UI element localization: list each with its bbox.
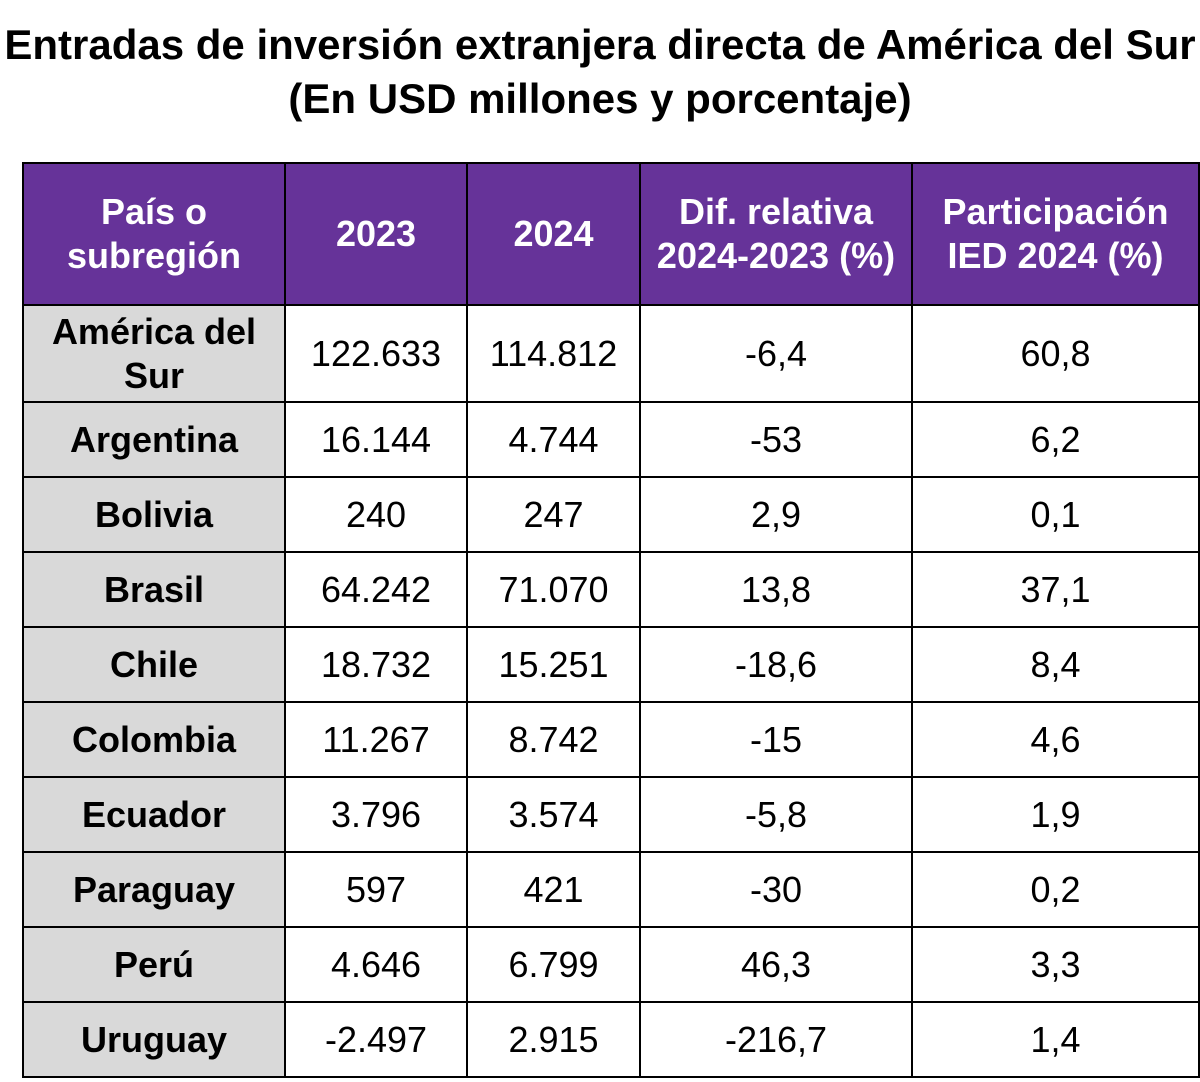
column-header: Participación IED 2024 (%) [911,162,1200,306]
table-cell: 122.633 [284,304,468,403]
table-cell: 1,9 [911,776,1200,853]
table-cell: 64.242 [284,551,468,628]
table-cell: 1,4 [911,1001,1200,1078]
table-cell: -216,7 [639,1001,913,1078]
table-cell: 4.744 [466,401,641,478]
table-cell: 8,4 [911,626,1200,703]
table-cell: 4,6 [911,701,1200,778]
row-label: Paraguay [22,851,286,928]
table-cell: 8.742 [466,701,641,778]
table-row: Ecuador 3.796 3.574 -5,8 1,9 [22,776,1200,853]
column-header: Dif. relativa 2024-2023 (%) [639,162,913,306]
row-label: Argentina [22,401,286,478]
table-cell: -18,6 [639,626,913,703]
table-cell: 11.267 [284,701,468,778]
table-row: Uruguay -2.497 2.915 -216,7 1,4 [22,1001,1200,1078]
table-cell: 18.732 [284,626,468,703]
table-cell: 0,1 [911,476,1200,553]
row-label: Perú [22,926,286,1003]
table-cell: -30 [639,851,913,928]
row-label: Bolivia [22,476,286,553]
table-cell: -5,8 [639,776,913,853]
row-label: Brasil [22,551,286,628]
table-cell: 71.070 [466,551,641,628]
row-label: América del Sur [22,304,286,403]
table-cell: 60,8 [911,304,1200,403]
table-cell: 2.915 [466,1001,641,1078]
table-cell: 3.796 [284,776,468,853]
table-row: Argentina 16.144 4.744 -53 6,2 [22,401,1200,478]
table-cell: -15 [639,701,913,778]
table-cell: -6,4 [639,304,913,403]
table-cell: 2,9 [639,476,913,553]
table-cell: -2.497 [284,1001,468,1078]
table-row: Bolivia 240 247 2,9 0,1 [22,476,1200,553]
table-cell: 114.812 [466,304,641,403]
table-cell: 6.799 [466,926,641,1003]
table-cell: 3.574 [466,776,641,853]
fdi-table: País o subregión 2023 2024 Dif. relativa 20… [22,162,1200,1078]
table-title: Entradas de inversión extranjera directa… [4,21,1196,122]
table-cell: 46,3 [639,926,913,1003]
table-cell: 6,2 [911,401,1200,478]
header-row: País o subregión 2023 2024 Dif. relativa 20… [22,162,1200,306]
table-cell: 4.646 [284,926,468,1003]
column-header: 2023 [284,162,468,306]
table-cell: 421 [466,851,641,928]
table-cell: 597 [284,851,468,928]
column-header: 2024 [466,162,641,306]
table-row: América del Sur 122.633 114.812 -6,4 60,8 [22,304,1200,403]
row-label: Chile [22,626,286,703]
table-cell: 16.144 [284,401,468,478]
row-label: Uruguay [22,1001,286,1078]
table-row: Perú 4.646 6.799 46,3 3,3 [22,926,1200,1003]
table-row: Chile 18.732 15.251 -18,6 8,4 [22,626,1200,703]
table-cell: 0,2 [911,851,1200,928]
row-label: Colombia [22,701,286,778]
table-cell: 13,8 [639,551,913,628]
table-cell: -53 [639,401,913,478]
table-cell: 15.251 [466,626,641,703]
table-row: Paraguay 597 421 -30 0,2 [22,851,1200,928]
row-label: Ecuador [22,776,286,853]
table-row: Brasil 64.242 71.070 13,8 37,1 [22,551,1200,628]
column-header: País o subregión [22,162,286,306]
table-row: Colombia 11.267 8.742 -15 4,6 [22,701,1200,778]
table-cell: 240 [284,476,468,553]
table-cell: 37,1 [911,551,1200,628]
table-cell: 3,3 [911,926,1200,1003]
table-cell: 247 [466,476,641,553]
